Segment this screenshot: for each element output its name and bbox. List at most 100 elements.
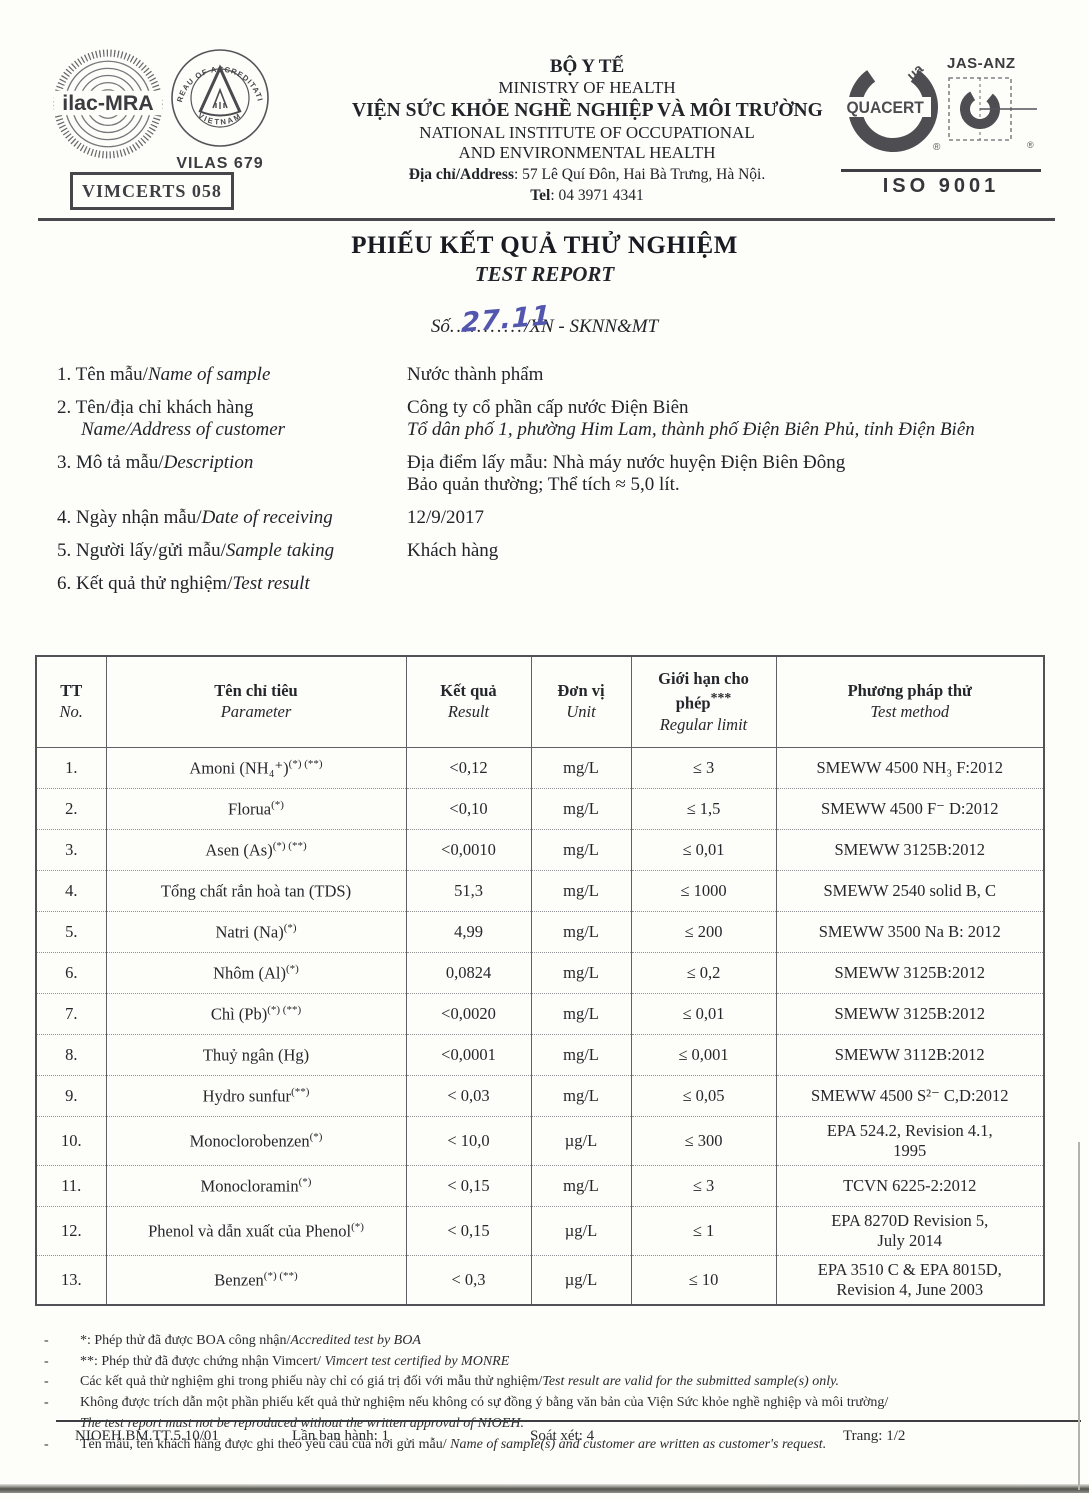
cell-unit: mg/L	[530, 1075, 632, 1117]
table-row: 1. Amoni (NH₄⁺)(*) (**) <0,12 mg/L ≤ 3 SMEWW …	[35, 747, 1045, 789]
footnote: - *: Phép thử đã được BOA công nhận/Accre…	[44, 1333, 421, 1348]
header-divider	[38, 218, 1055, 221]
cell-limit: ≤ 1,5	[630, 788, 777, 830]
footer-divider	[56, 1420, 1081, 1422]
info-value: Khách hàng	[407, 540, 499, 561]
table-row: 13. Benzen(*) (**) < 0,3 µg/L ≤ 10 EPA 3510 C…	[35, 1255, 1045, 1306]
table-row: 12. Phenol và dẫn xuất của Phenol(*) < 0,1…	[35, 1206, 1045, 1256]
cell-limit: ≤ 1000	[630, 870, 777, 912]
info-item-customer: 2. Tên/địa chỉ khách hàng Name/Address of…	[57, 397, 1042, 441]
table-row: 5. Natri (Na)(*) 4,99 mg/L ≤ 200 SMEWW 3500 N…	[35, 911, 1045, 953]
page-title-en: TEST REPORT	[474, 262, 615, 286]
cell-unit: µg/L	[530, 1255, 632, 1306]
cell-parameter: Phenol và dẫn xuất của Phenol(*)	[105, 1206, 407, 1256]
footnote: - Không được trích dẫn một phần phiếu kết…	[44, 1395, 889, 1431]
organization-header: BỘ Y TẾ MINISTRY OF HEALTH VIỆN SỨC KHỎE…	[352, 55, 823, 206]
page-number: Trang: 1/2	[843, 1428, 906, 1444]
cell-no: 8.	[35, 1034, 107, 1076]
cell-no: 11.	[35, 1165, 107, 1207]
table-row: 2. Florua(*) <0,10 mg/L ≤ 1,5 SMEWW 4500 F⁻ D…	[35, 788, 1045, 830]
institute-name-en-line1: NATIONAL INSTITUTE OF OCCUPATIONAL	[419, 122, 755, 142]
col-header-no: TT No.	[35, 655, 107, 748]
cell-result: <0,0010	[405, 829, 532, 871]
cell-parameter: Asen (As)(*) (**)	[105, 829, 407, 871]
table-row: 8. Thuỷ ngân (Hg) <0,0001 mg/L ≤ 0,001 SMEWW …	[35, 1034, 1045, 1076]
cell-unit: µg/L	[530, 1116, 632, 1166]
cell-unit: mg/L	[530, 829, 632, 871]
ilac-mra-label: ilac-MRA	[62, 91, 153, 115]
institute-name-vi: VIỆN SỨC KHỎE NGHỀ NGHIỆP VÀ MÔI TRƯỜNG	[352, 99, 823, 121]
cell-limit: ≤ 0,001	[630, 1034, 777, 1076]
cell-unit: mg/L	[530, 1034, 632, 1076]
cell-parameter: Monocloramin(*)	[105, 1165, 407, 1207]
cell-no: 6.	[35, 952, 107, 994]
bureau-of-accreditation-logo-icon: BUREAU OF ACCREDITATION VIETNAM	[167, 41, 269, 147]
info-value: 12/9/2017	[407, 507, 485, 528]
document-code: NIOEH.BM.TT.5.10/01	[75, 1428, 219, 1444]
cell-no: 12.	[35, 1206, 107, 1256]
cell-method: EPA 3510 C & EPA 8015D, Revision 4, June …	[775, 1255, 1045, 1306]
col-header-unit: Đơn vị Unit	[530, 655, 632, 748]
cell-limit: ≤ 3	[630, 1165, 777, 1207]
table-row: 4. Tổng chất rắn hoà tan (TDS) 51,3 mg/L ≤ 1…	[35, 870, 1045, 912]
cell-unit: mg/L	[530, 993, 632, 1035]
jas-anz-registered-mark: ®	[1027, 140, 1034, 150]
cell-method: SMEWW 4500 NH₃ F:2012	[775, 747, 1045, 789]
issue-number: Lần ban hành: 1	[292, 1428, 390, 1444]
cell-method: SMEWW 3125B:2012	[775, 993, 1045, 1035]
scan-right-artifact	[1078, 1142, 1080, 1490]
table-row: 11. Monocloramin(*) < 0,15 mg/L ≤ 3 TCVN 6225…	[35, 1165, 1045, 1207]
quacert-label: QUACERT	[847, 98, 924, 117]
cell-unit: mg/L	[530, 1165, 632, 1207]
info-value: Công ty cổ phần cấp nước Điện Biên Tổ dân…	[407, 397, 975, 440]
cell-parameter: Florua(*)	[105, 788, 407, 830]
cell-parameter: Nhôm (Al)(*)	[105, 952, 407, 994]
cell-no: 7.	[35, 993, 107, 1035]
cell-parameter: Benzen(*) (**)	[105, 1255, 407, 1306]
quacert-logo-icon: ua QUACERT ®	[847, 60, 941, 153]
cell-no: 13.	[35, 1255, 107, 1306]
cell-unit: mg/L	[530, 952, 632, 994]
address-value: : 57 Lê Quí Đôn, Hai Bà Trưng, Hà Nội.	[513, 166, 766, 184]
info-label: 6. Kết quả thử nghiệm/Test result	[57, 573, 310, 594]
title-block: PHIẾU KẾT QUẢ THỬ NGHIỆM TEST REPORT	[0, 232, 1089, 287]
institute-address: Địa chỉ/Address: 57 Lê Quí Đôn, Hai Bà T…	[352, 166, 822, 185]
table-header-row: TT No. Tên chỉ tiêu Parameter Kết quả Resul…	[35, 655, 1045, 748]
cell-result: 51,3	[405, 870, 532, 912]
table-row: 3. Asen (As)(*) (**) <0,0010 mg/L ≤ 0,01 SMEW…	[35, 829, 1045, 871]
info-label: 5. Người lấy/gửi mẫu/Sample taking	[57, 540, 335, 561]
cell-no: 9.	[35, 1075, 107, 1117]
cell-result: 0,0824	[405, 952, 532, 994]
cell-parameter: Amoni (NH₄⁺)(*) (**)	[105, 747, 407, 789]
iso-9001-label: ISO 9001	[841, 169, 1041, 198]
table-row: 9. Hydro sunfur(**) < 0,03 mg/L ≤ 0,05 SMEWW …	[35, 1075, 1045, 1117]
jas-anz-logo-icon: ®	[948, 77, 1037, 150]
ilac-mra-logo-icon: ilac-MRA	[53, 49, 163, 159]
info-item-test-result: 6. Kết quả thử nghiệm/Test result	[57, 573, 1042, 595]
footnote: - Các kết quả thử nghiệm ghi trong phiếu …	[44, 1374, 840, 1390]
jas-anz-block: JAS-ANZ ®	[947, 55, 1039, 161]
test-results-table: TT No. Tên chỉ tiêu Parameter Kết quả Resul…	[35, 655, 1045, 1306]
cell-result: <0,12	[405, 747, 532, 789]
info-value: Nước thành phẩm	[407, 364, 544, 385]
cell-parameter: Natri (Na)(*)	[105, 911, 407, 953]
report-number-suffix: /XN - SKNN&MT	[524, 316, 659, 337]
cell-unit: mg/L	[530, 911, 632, 953]
cell-method: SMEWW 2540 solid B, C	[775, 870, 1045, 912]
cell-limit: ≤ 0,01	[630, 829, 777, 871]
cell-no: 1.	[35, 747, 107, 789]
footnote: - **: Phép thử đã được chứng nhận Vimcert…	[44, 1353, 510, 1369]
col-header-result: Kết quả Result	[405, 655, 532, 748]
cell-limit: ≤ 200	[630, 911, 777, 953]
institute-tel: Tel: 04 3971 4341	[352, 187, 822, 206]
address-label: Địa chỉ/Address	[408, 166, 514, 184]
cell-result: <0,0020	[405, 993, 532, 1035]
cell-result: < 0,3	[405, 1255, 532, 1306]
cell-parameter: Tổng chất rắn hoà tan (TDS)	[105, 870, 407, 912]
col-header-method: Phương pháp thử Test method	[775, 655, 1045, 748]
scan-edge-artifact	[0, 1484, 1089, 1493]
cell-parameter: Hydro sunfur(**)	[105, 1075, 407, 1117]
vilas-679-label: VILAS 679	[176, 155, 264, 172]
info-label: 3. Mô tả mẫu/Description	[57, 452, 254, 473]
